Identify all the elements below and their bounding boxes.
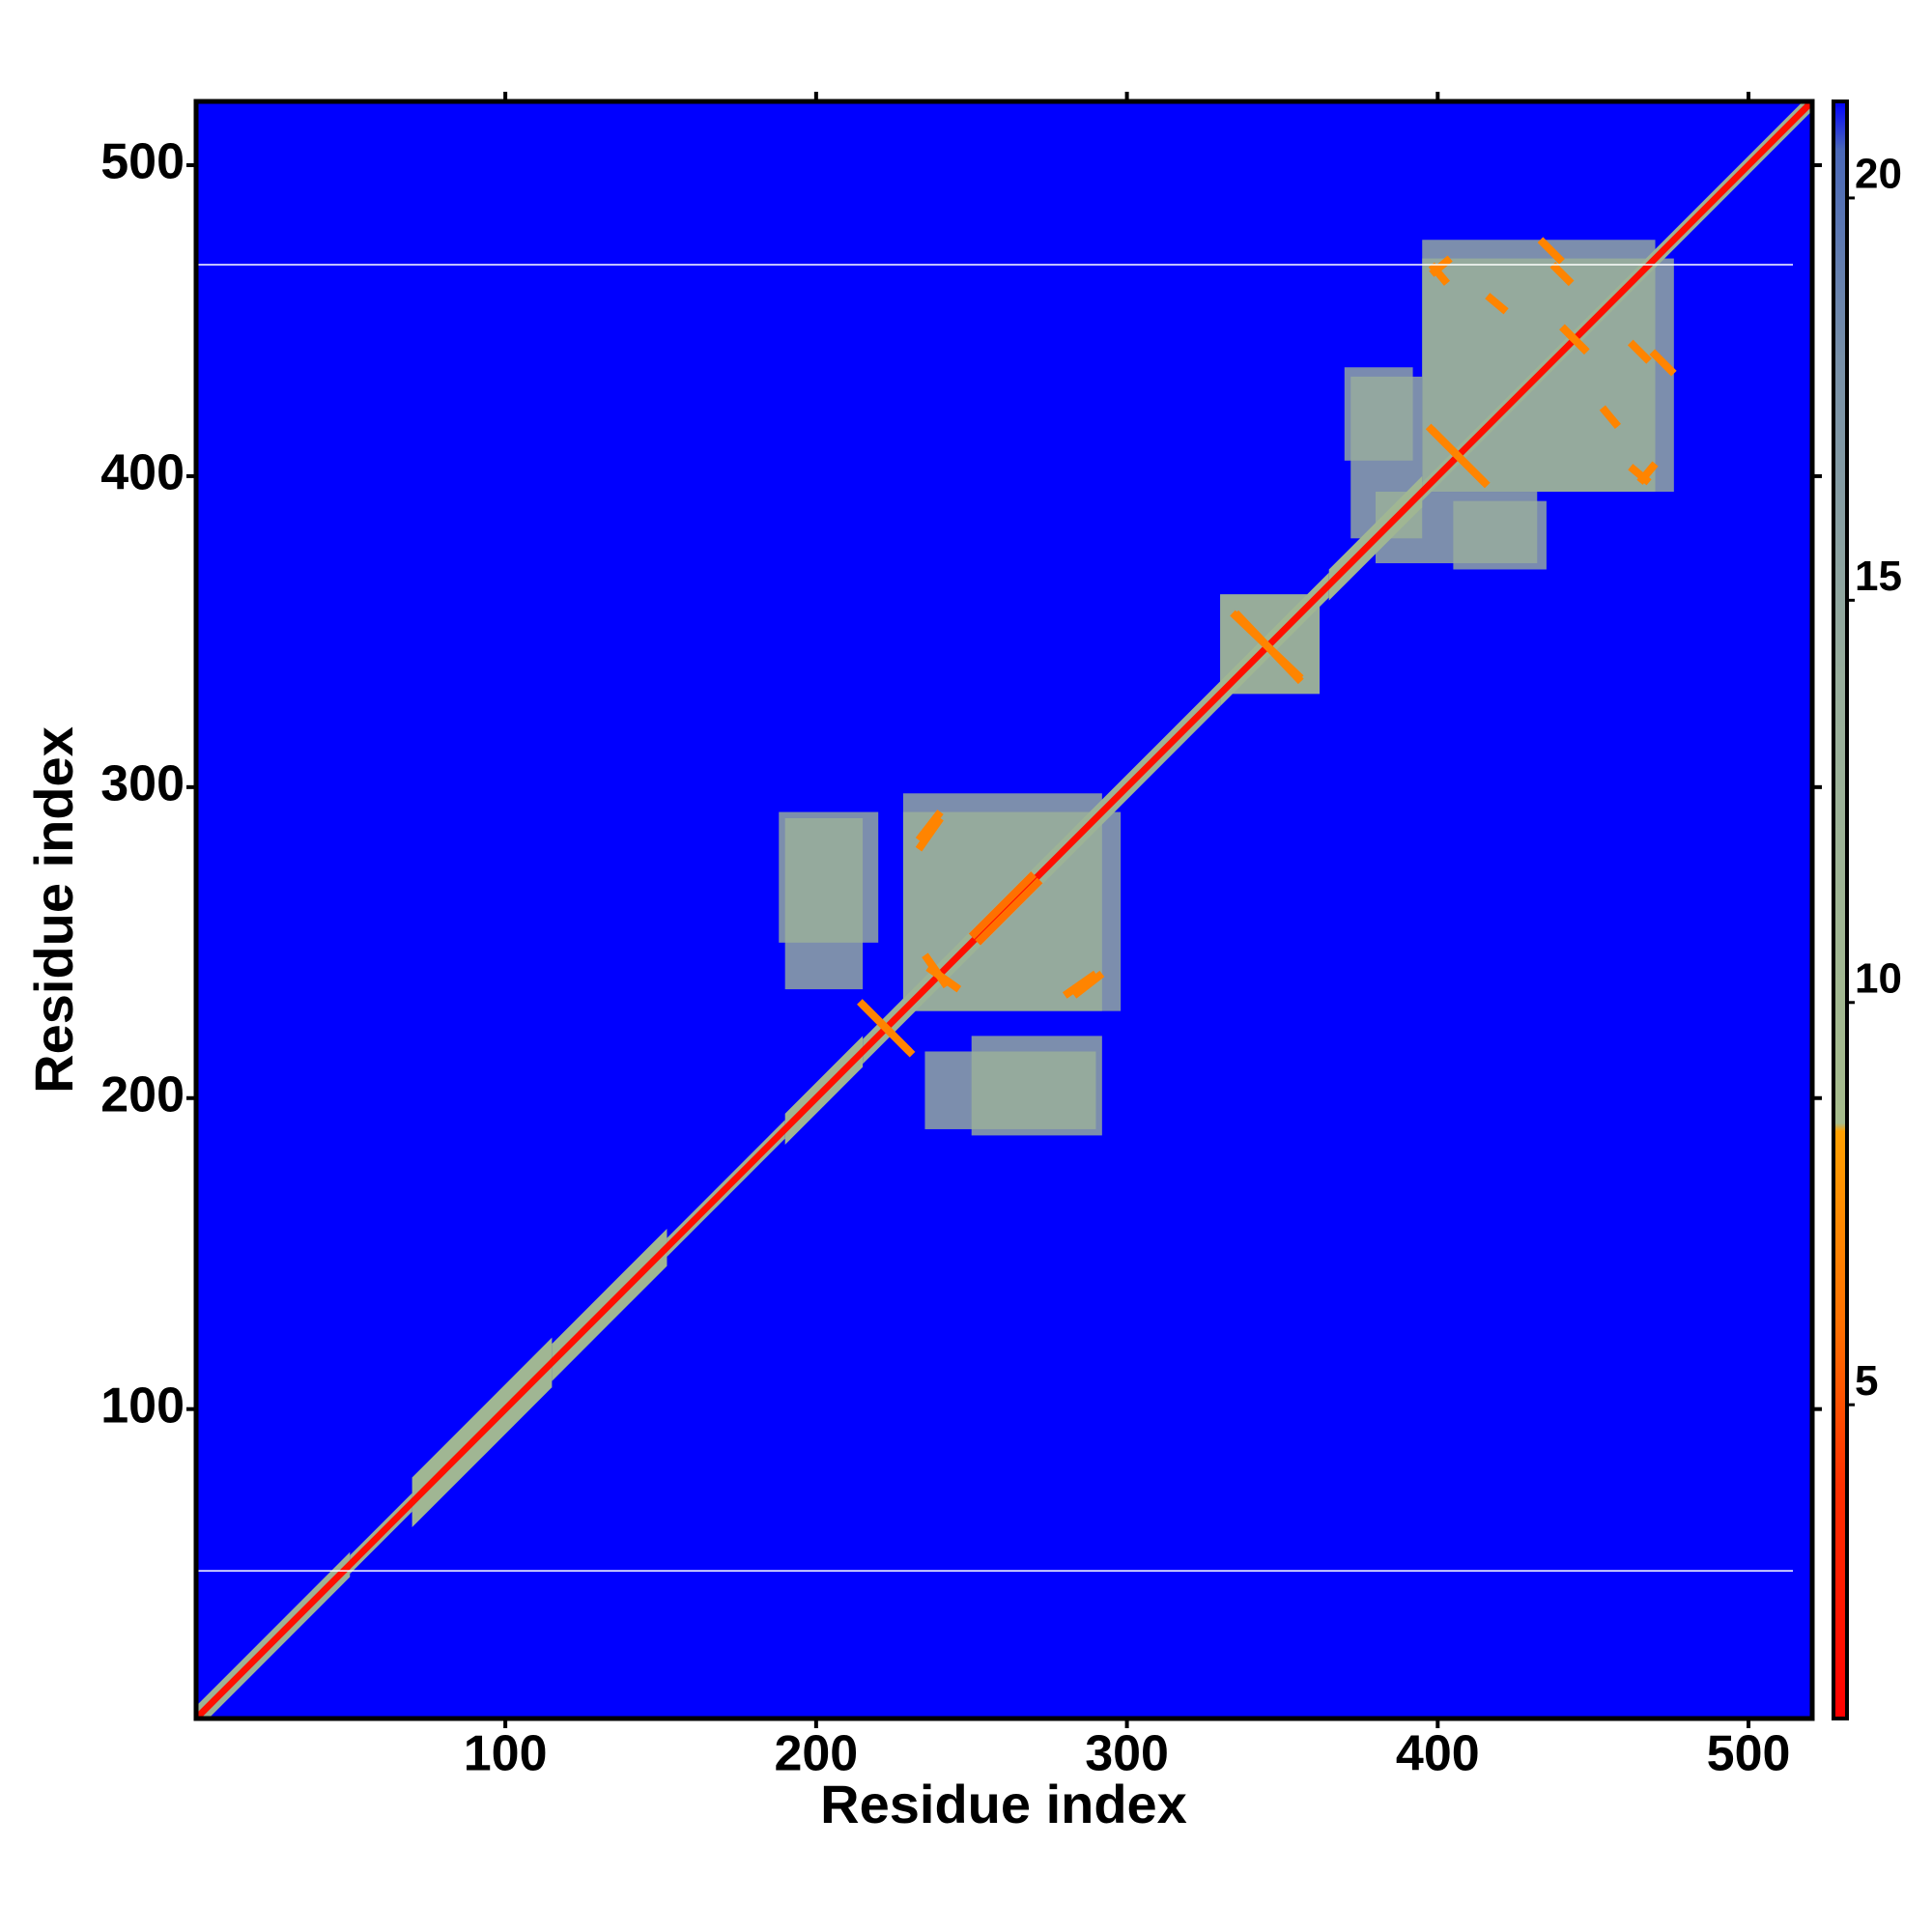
contact-stripe [1627,339,1652,364]
contact-stripe [1537,237,1565,265]
y-tick-label: 200 [100,1066,185,1122]
contact-stripe-mirror [1425,423,1488,486]
x-axis-label: Residue index [820,1774,1187,1834]
contact-stripe-mirror [1230,610,1304,682]
contact-patch-mirror [1344,367,1413,461]
contact-stripe [1628,464,1652,486]
y-tick-label: 500 [100,134,185,190]
colorbar-tick-label: 15 [1855,553,1902,600]
contact-stripe [1062,970,1098,999]
contact-stripe-mirror [915,815,944,852]
heatmap-cells [197,101,1811,1719]
contact-stripe-mirror [1428,262,1451,286]
y-tick-label: 400 [100,445,185,501]
diagonal-band [197,101,1811,1719]
contact-patch [924,1051,1096,1129]
contact-stripe-mirror [1559,324,1590,355]
contact-stripe-mirror [975,877,1043,946]
contact-stripe-mirror [1549,262,1575,287]
colorbar-tick-label: 10 [1855,954,1902,1002]
contact-stripe-mirror [857,999,913,1055]
colorbar-tick-label: 5 [1855,1357,1878,1405]
contact-patch [1453,500,1547,570]
contact-patch-mirror [784,818,864,990]
x-tick-label: 500 [1707,1726,1791,1782]
x-tick-label: 200 [774,1726,858,1782]
y-tick-label: 100 [100,1378,185,1434]
x-tick-label: 300 [1085,1726,1169,1782]
contact-stripe-mirror [1599,405,1621,429]
contact-stripe-mirror [922,952,951,989]
colorbar-tick-label: 20 [1855,151,1902,198]
y-tick-label: 300 [100,756,185,812]
contact-stripe [1485,293,1509,315]
y-axis-label: Residue index [23,726,84,1094]
x-tick-label: 400 [1396,1726,1480,1782]
contact-stripe [968,871,1037,940]
colorbar [1832,99,1849,1720]
x-tick-label: 100 [464,1726,548,1782]
plot-frame [193,99,1815,1721]
contact-stripe-mirror [1649,349,1677,377]
